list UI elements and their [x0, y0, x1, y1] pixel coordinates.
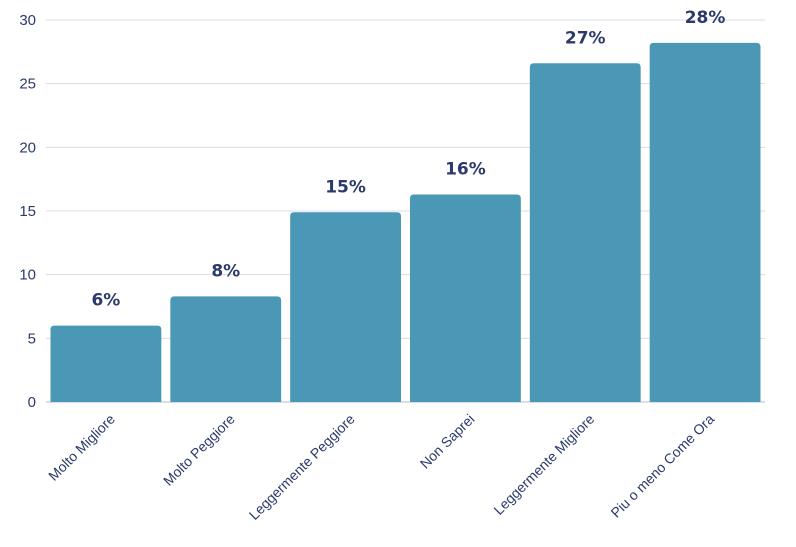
data-label: 28%	[685, 8, 726, 28]
bar	[529, 63, 641, 402]
x-tick-label: Molto Migliore	[45, 411, 118, 484]
data-label: 8%	[211, 261, 240, 281]
x-tick-label: Leggermente Migliore	[490, 411, 597, 518]
data-label: 16%	[445, 159, 486, 179]
y-tick-label: 0	[28, 394, 36, 411]
y-tick-label: 30	[19, 12, 36, 29]
data-label: 15%	[325, 177, 366, 197]
bars	[50, 42, 761, 403]
bar	[290, 212, 401, 402]
x-tick-label: Molto Peggiore	[160, 411, 238, 489]
x-tick-label: Non Saprei	[417, 411, 478, 472]
data-label: 27%	[565, 28, 606, 48]
x-tick-label: Piu o meno Come Ora	[607, 411, 717, 521]
x-axis-labels: Molto Migliore Molto Peggiore Leggermente …	[45, 411, 717, 523]
x-tick-label: Leggermente Peggiore	[246, 411, 358, 523]
data-label: 6%	[91, 291, 120, 311]
y-tick-label: 20	[19, 139, 36, 156]
gridlines	[46, 19, 765, 403]
y-axis-ticks: 0 5 10 15 20 25 30	[19, 12, 36, 411]
y-tick-label: 15	[19, 203, 36, 220]
data-labels: 6% 8% 15% 16% 27% 28%	[91, 8, 725, 311]
y-tick-label: 25	[19, 76, 36, 93]
bar	[50, 325, 162, 402]
bar	[410, 194, 521, 402]
bar	[649, 42, 761, 403]
y-tick-label: 5	[28, 330, 36, 347]
bar	[170, 296, 282, 402]
y-tick-label: 10	[19, 267, 36, 284]
